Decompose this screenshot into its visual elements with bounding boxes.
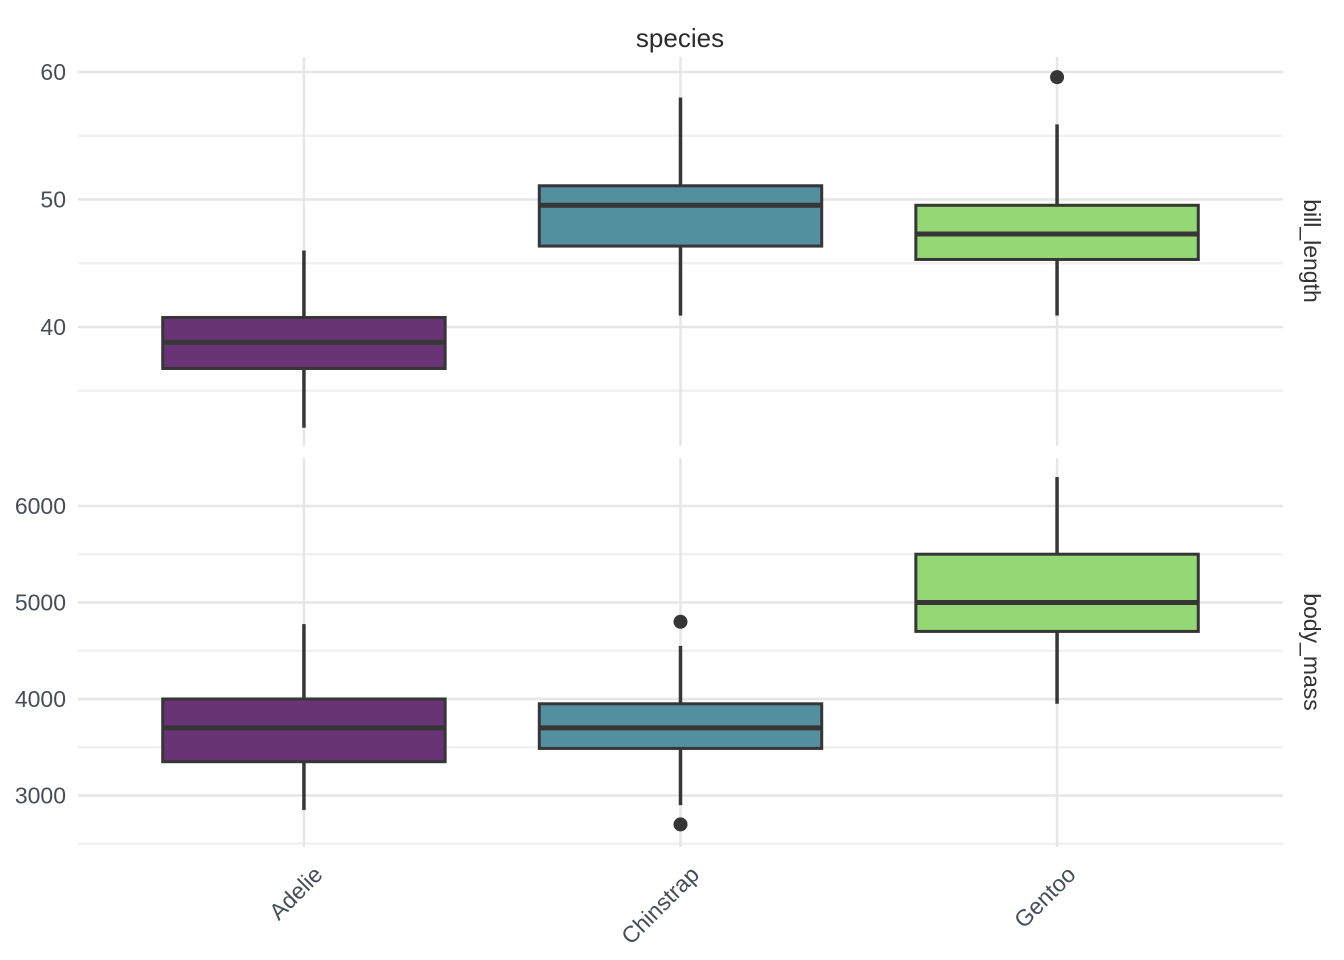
outlier-point — [673, 614, 688, 629]
boxplot-bill_length-Gentoo — [914, 70, 1200, 316]
boxplot-body_mass-Adelie — [161, 624, 447, 810]
boxplot-body_mass-Chinstrap — [537, 614, 824, 832]
y-axis-tick-label: 3000 — [15, 782, 66, 808]
y-axis-tick-label: 5000 — [15, 589, 66, 615]
outlier-point — [1050, 70, 1065, 85]
facet-strip-label-bill-length: bill_length — [1299, 199, 1325, 303]
box-iqr — [537, 184, 824, 248]
y-axis-tick-label: 60 — [40, 59, 66, 85]
facet-strip-label-body-mass: body_mass — [1299, 593, 1325, 711]
y-axis-tick-label: 4000 — [15, 686, 66, 712]
facet-panel-body_mass: 3000 4000 5000 6000 — [15, 458, 1283, 847]
boxplot-body_mass-Gentoo — [914, 477, 1200, 704]
chart-title: species — [636, 23, 724, 53]
boxplot-bill_length-Adelie — [161, 250, 447, 428]
y-axis-tick-label: 50 — [40, 186, 66, 212]
facet-panel-bill_length: 40 50 60 — [40, 57, 1283, 446]
y-axis-tick-label: 6000 — [15, 493, 66, 519]
y-axis-tick-label: 40 — [40, 314, 66, 340]
boxplot-bill_length-Chinstrap — [537, 97, 824, 316]
box-iqr — [914, 552, 1200, 633]
outlier-point — [673, 817, 688, 832]
